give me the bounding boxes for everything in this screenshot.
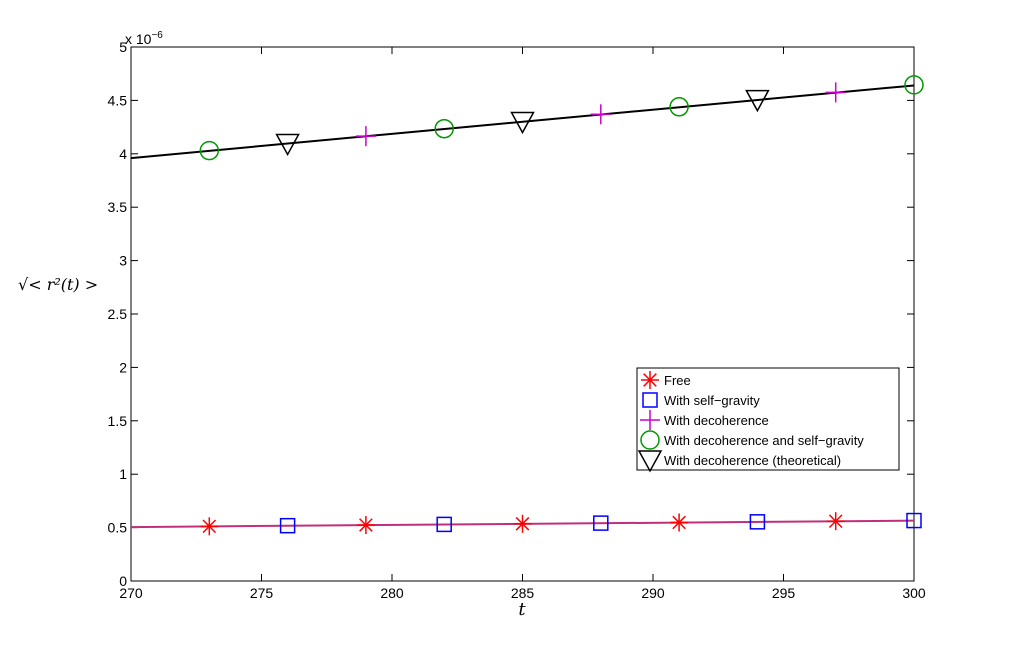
legend-marker bbox=[637, 450, 663, 473]
data-point bbox=[825, 82, 846, 103]
legend-marker bbox=[640, 430, 660, 450]
circle-shape bbox=[434, 118, 454, 139]
data-point bbox=[355, 126, 376, 147]
x-tick-label: 290 bbox=[641, 585, 665, 601]
plot-area bbox=[130, 46, 915, 582]
x-tick-label: 285 bbox=[511, 585, 535, 601]
x-tick-label: 280 bbox=[380, 585, 404, 601]
circle-shape bbox=[904, 75, 924, 95]
data-point bbox=[906, 512, 922, 529]
square-shape bbox=[593, 515, 609, 531]
data-point bbox=[749, 514, 766, 530]
triangle-shape bbox=[510, 111, 535, 135]
data-point bbox=[904, 75, 924, 95]
legend-marker bbox=[640, 410, 660, 430]
legend-box bbox=[636, 367, 900, 471]
x-tick-label: 270 bbox=[119, 585, 143, 601]
x-axis-label: t bbox=[518, 599, 526, 620]
y-tick-label: 4.5 bbox=[108, 92, 128, 108]
asterisk-stroke bbox=[359, 518, 373, 532]
y-tick-label: 4 bbox=[119, 146, 127, 162]
data-point bbox=[513, 514, 532, 533]
x-tick-label: 295 bbox=[772, 585, 796, 601]
legend: Free With self−gravity With decoherence Wit… bbox=[636, 367, 900, 473]
asterisk-stroke bbox=[202, 519, 217, 534]
data-point bbox=[670, 513, 689, 532]
square-shape bbox=[749, 514, 766, 530]
data-point bbox=[199, 140, 220, 161]
square-shape bbox=[436, 516, 452, 533]
data-point bbox=[510, 111, 535, 135]
exponent-label: x 10−6 bbox=[125, 30, 163, 47]
legend-label: Free bbox=[664, 373, 691, 388]
data-point bbox=[275, 133, 300, 156]
legend-label: With decoherence and self−gravity bbox=[664, 433, 864, 448]
axis-ticks: 270 275 280 285 290 295 300 0 0.5 1 1.5 2 2.5 3 3.5 4 4.… bbox=[108, 39, 926, 601]
circle-shape bbox=[640, 430, 660, 450]
x-tick-label: 300 bbox=[902, 585, 926, 601]
triangle-shape bbox=[637, 450, 663, 473]
data-point bbox=[745, 89, 770, 113]
data-point bbox=[826, 512, 845, 531]
legend-marker bbox=[642, 392, 658, 408]
y-tick-label: 1.5 bbox=[108, 413, 128, 429]
y-tick-label: 2.5 bbox=[108, 306, 128, 322]
y-tick-label: 2 bbox=[119, 359, 127, 375]
asterisk-stroke bbox=[828, 514, 843, 529]
circle-shape bbox=[199, 140, 220, 161]
legend-label: With decoherence (theoretical) bbox=[664, 453, 841, 468]
y-tick-label: 3.5 bbox=[108, 199, 128, 215]
triangle-shape bbox=[275, 133, 300, 156]
data-point bbox=[593, 515, 609, 531]
y-tick-label: 3 bbox=[119, 253, 127, 269]
asterisk-stroke bbox=[672, 515, 686, 530]
x-tick-label: 275 bbox=[250, 585, 274, 601]
legend-label: With self−gravity bbox=[664, 393, 760, 408]
square-shape bbox=[279, 517, 296, 534]
square-shape bbox=[642, 392, 658, 408]
exponent-power: −6 bbox=[151, 30, 163, 41]
data-point bbox=[200, 517, 219, 536]
series-markers bbox=[199, 75, 924, 536]
data-point bbox=[590, 104, 611, 125]
data-point bbox=[356, 516, 375, 535]
y-axis-label: √< r²(t) > bbox=[18, 275, 98, 294]
data-point bbox=[669, 97, 689, 117]
square-shape bbox=[906, 512, 922, 529]
asterisk-stroke bbox=[515, 516, 530, 531]
asterisk-stroke bbox=[643, 373, 657, 387]
data-point bbox=[434, 118, 454, 139]
y-tick-label: 0 bbox=[119, 573, 127, 589]
triangle-shape bbox=[745, 89, 770, 113]
y-tick-label: 5 bbox=[119, 39, 127, 55]
legend-marker bbox=[641, 371, 659, 389]
data-point bbox=[279, 517, 296, 534]
series-line bbox=[130, 84, 915, 160]
circle-shape bbox=[669, 97, 689, 117]
y-tick-label: 0.5 bbox=[108, 520, 128, 536]
legend-label: With decoherence bbox=[664, 413, 769, 428]
y-tick-label: 1 bbox=[119, 466, 127, 482]
data-point bbox=[436, 516, 452, 533]
